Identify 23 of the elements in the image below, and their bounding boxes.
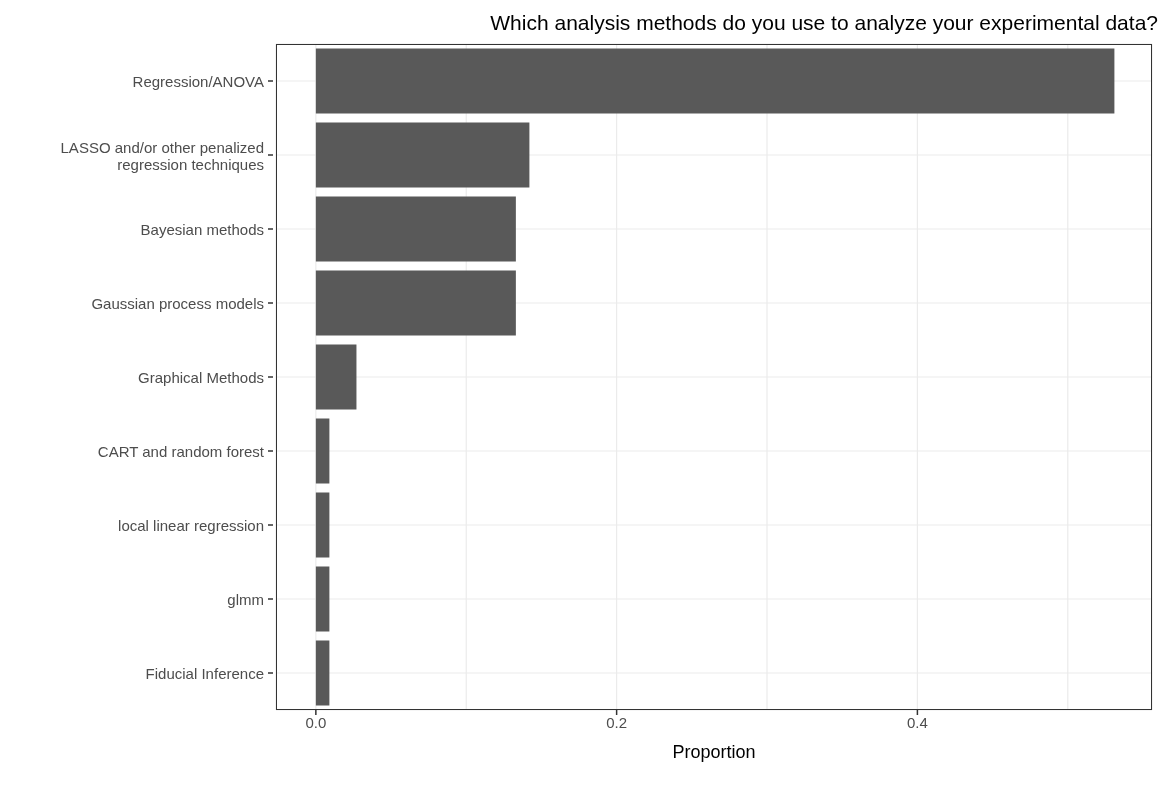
y-tick-label: LASSO and/or other penalized regression techniques: [60, 138, 264, 172]
y-tick-label: Gaussian process models: [91, 294, 264, 312]
y-tick-label: CART and random forest: [97, 442, 265, 460]
bar: [315, 566, 330, 632]
bar: [315, 640, 330, 706]
y-tick-label: glmm: [227, 590, 264, 608]
x-tick-label: 0.0: [305, 714, 327, 731]
bar: [315, 270, 516, 336]
y-tick-label: Bayesian methods: [140, 220, 264, 238]
y-tick-label: Regression/ANOVA: [132, 72, 264, 90]
x-tick-label: 0.4: [906, 714, 928, 731]
chart-title: Which analysis methods do you use to analyze your experimental data?: [489, 10, 1158, 36]
y-tick-label: local linear regression: [118, 516, 264, 534]
bar: [315, 48, 1115, 114]
y-tick-label: Fiducial Inference: [145, 664, 264, 682]
bar: [315, 122, 530, 188]
bar: [315, 196, 516, 262]
y-tick-label: Graphical Methods: [138, 368, 264, 386]
bar: [315, 492, 330, 558]
x-axis-title: Proportion: [671, 742, 757, 763]
x-tick-label: 0.2: [606, 714, 628, 731]
bar: [315, 418, 330, 484]
bar: [315, 344, 357, 410]
